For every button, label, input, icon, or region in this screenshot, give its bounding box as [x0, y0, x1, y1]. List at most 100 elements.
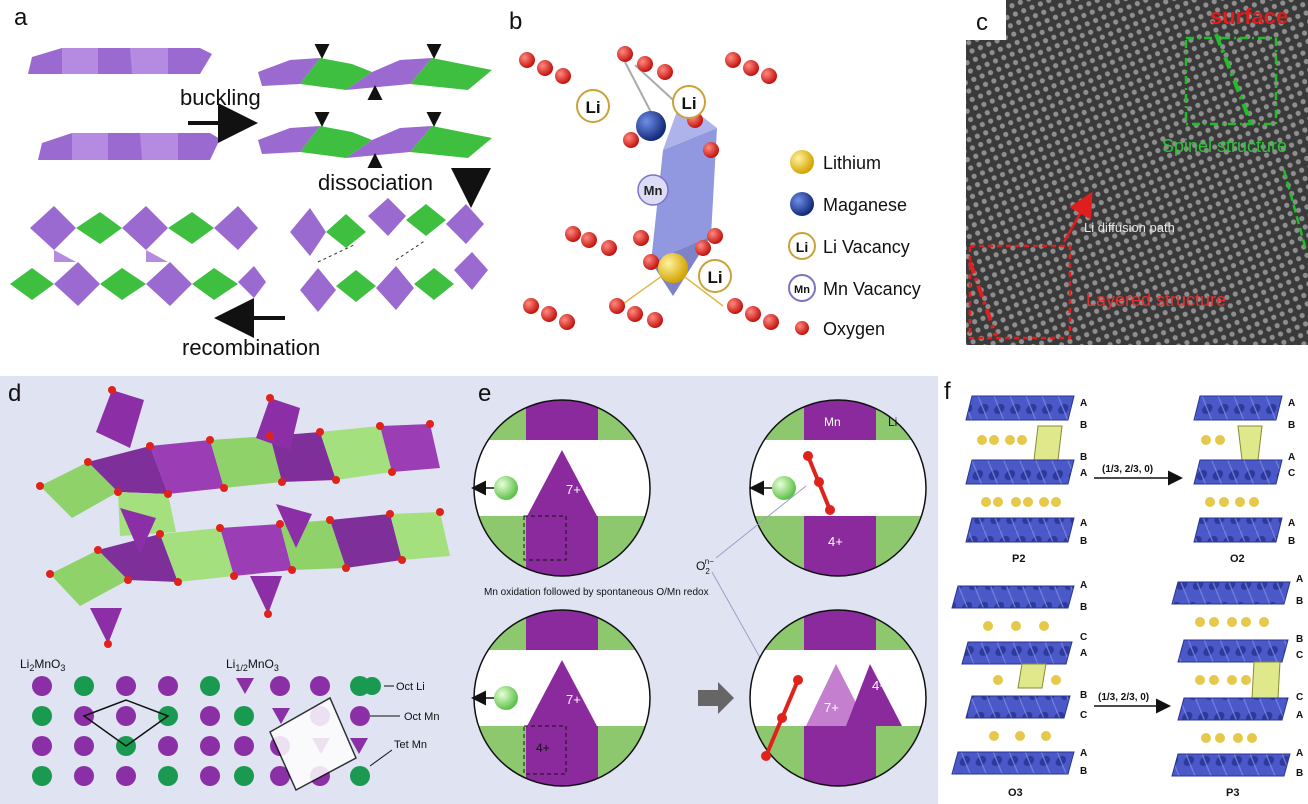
panel-label-a: a: [14, 4, 28, 31]
shift-label-2: (1/3, 2/3, 0): [1098, 692, 1149, 703]
label-recombination: recombination: [182, 335, 320, 360]
svg-text:B: B: [1288, 536, 1295, 547]
process-arrow: [698, 682, 734, 714]
li-diffusion-arrow: [1062, 191, 1093, 243]
svg-text:A: A: [1080, 468, 1087, 479]
spinel-boundary-line-2: [1282, 169, 1308, 251]
svg-text:O3: O3: [1008, 787, 1023, 799]
svg-text:A: A: [1080, 648, 1087, 659]
formula-li2mno3: Li2MnO3: [20, 657, 65, 673]
li-ion-1: [494, 476, 518, 500]
svg-text:A: A: [1296, 710, 1303, 721]
lattice-legend: Oct Li Oct Mn Tet Mn: [363, 677, 439, 767]
svg-text:Mn Vacancy: Mn Vacancy: [823, 279, 921, 299]
charge-7-1: 7+: [566, 482, 581, 497]
label-li: Li: [888, 415, 897, 429]
svg-text:A: A: [1080, 748, 1087, 759]
svg-text:C: C: [1080, 632, 1087, 643]
legend-lithium: Lithium: [790, 150, 881, 174]
li-vacancy-2: Li: [672, 85, 706, 119]
polyhedra-layer-top: [40, 390, 440, 536]
recombined-network: [10, 206, 266, 306]
o2-pointer-1: [715, 485, 807, 559]
svg-text:P3: P3: [1226, 787, 1239, 799]
formula-li05mno3: Li1/2MnO3: [226, 657, 279, 673]
svg-text:Oxygen: Oxygen: [823, 319, 885, 339]
label-surface: surface: [1210, 4, 1288, 29]
mn-vacancy-center: Mn: [637, 174, 669, 206]
label-spinel: Spinel structure: [1162, 136, 1287, 156]
purple-layer-bottom: [38, 133, 220, 160]
panel-label-d: d: [8, 380, 22, 407]
stress-arrows: [314, 44, 442, 168]
panel-f: f P2 A B B A A B: [938, 376, 1308, 804]
polyhedra-layer-bottom: [50, 504, 450, 644]
charge-4-2: 4+: [828, 534, 843, 549]
svg-text:B: B: [1080, 602, 1087, 613]
spinel-boundary-line: [1214, 33, 1254, 127]
layered-stacking-diagram: P2 A B B A A B (1/3, 2/3, 0) O2 A B: [951, 395, 1303, 799]
svg-text:B: B: [1296, 768, 1303, 779]
svg-text:Mn: Mn: [644, 183, 663, 198]
svg-text:B: B: [1080, 452, 1087, 463]
panel-a: a: [0, 0, 505, 368]
label-li-diffusion: Li diffusion path: [1084, 220, 1175, 235]
svg-text:Maganese: Maganese: [823, 195, 907, 215]
legend-oxygen: Oxygen: [795, 319, 885, 339]
svg-text:Tet Mn: Tet Mn: [394, 739, 427, 751]
legend-li-vacancy: Li Li Vacancy: [788, 232, 910, 260]
svg-text:P2: P2: [1012, 553, 1025, 565]
li2mno3-structure: Li2MnO3 Li1/2MnO3 Oct Li Oct Mn Tet Mn: [20, 386, 450, 792]
svg-text:C: C: [1080, 710, 1087, 721]
svg-text:Li: Li: [796, 239, 808, 255]
svg-text:A: A: [1296, 574, 1303, 585]
label-buckling: buckling: [180, 85, 261, 110]
li-ion-3: [494, 686, 518, 710]
oxygen-vertices: [36, 386, 444, 648]
lattice-li05mno3: [234, 676, 370, 792]
label-layered: Layered structure: [1086, 290, 1226, 310]
svg-text:Lithium: Lithium: [823, 153, 881, 173]
tem-micrograph: c surface Spinel structure Li diffusion …: [966, 0, 1308, 345]
svg-text:Oct Li: Oct Li: [396, 681, 425, 693]
label-dissociation: dissociation: [318, 170, 433, 195]
svg-text:B: B: [1080, 690, 1087, 701]
svg-text:B: B: [1080, 536, 1087, 547]
svg-text:B: B: [1080, 420, 1087, 431]
charge-7-4: 7+: [824, 700, 839, 715]
mechanism-caption: Mn oxidation followed by spontaneous O/M…: [484, 587, 709, 598]
svg-text:A: A: [1080, 518, 1087, 529]
panel-label-f: f: [944, 378, 951, 405]
svg-text:A: A: [1288, 398, 1295, 409]
svg-text:A: A: [1288, 518, 1295, 529]
purple-layer-top: [28, 48, 212, 74]
buckled-layer-2: [258, 126, 492, 158]
legend-manganese: Maganese: [790, 192, 907, 216]
panel-label-e: e: [478, 380, 492, 407]
svg-text:B: B: [1296, 596, 1303, 607]
shift-label-1: (1/3, 2/3, 0): [1102, 464, 1153, 475]
structure-o2: O2 A B A C A B: [1193, 395, 1295, 565]
svg-text:A: A: [1296, 748, 1303, 759]
svg-text:A: A: [1288, 452, 1295, 463]
structure-p2: P2 A B B A A B: [965, 395, 1087, 565]
dissociated-layers: [290, 198, 488, 312]
circle-4: [749, 609, 927, 787]
svg-text:A: A: [1080, 580, 1087, 591]
svg-text:B: B: [1080, 766, 1087, 777]
li-vacancy-1: Li: [576, 89, 610, 123]
lithium-atom: [658, 253, 688, 283]
lattice-li2mno3: [32, 676, 220, 786]
charge-7-3: 7+: [566, 692, 581, 707]
panel-label-c: c: [976, 9, 988, 36]
structure-o3: O3 A B C A B C A B: [951, 580, 1087, 799]
panel-c: c surface Spinel structure Li diffusion …: [966, 0, 1308, 345]
charge-4-3: 4+: [536, 741, 550, 755]
layered-region-box: [968, 244, 1072, 340]
panel-e: e 7+: [466, 376, 938, 804]
svg-text:B: B: [1296, 634, 1303, 645]
legend-mn-vacancy: Mn Mn Vacancy: [788, 274, 921, 302]
label-o2-species: O2n−: [696, 557, 714, 576]
oxygen-redox-mechanism: 7+ Mn Li 4+ O2n− Mn oxidation followed b…: [471, 399, 927, 787]
octahedra-transformation-schematic: buckling dissociation recombination: [10, 44, 492, 360]
